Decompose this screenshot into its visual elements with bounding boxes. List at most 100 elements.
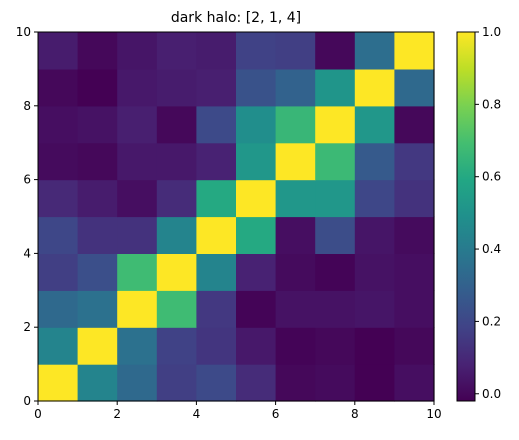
heatmap-cell (236, 105, 277, 144)
heatmap-cell (275, 142, 316, 181)
x-tick-label: 4 (193, 407, 201, 421)
heatmap-cell (196, 179, 237, 218)
heatmap-cell (394, 179, 435, 218)
y-tick-label: 4 (23, 246, 31, 260)
heatmap-cell (236, 142, 277, 181)
y-tick-label: 6 (23, 173, 31, 187)
y-tick-label: 0 (23, 394, 31, 408)
x-tick-label: 10 (426, 407, 441, 421)
heatmap-cell (77, 142, 118, 181)
heatmap-cell (196, 216, 237, 254)
heatmap-cell (196, 142, 237, 181)
heatmap-cell (394, 364, 435, 402)
heatmap-cell (196, 253, 237, 291)
heatmap-cell (315, 179, 356, 218)
heatmap-cell (275, 327, 316, 365)
heatmap-cell (394, 216, 435, 254)
heatmap-cell (236, 327, 277, 365)
heatmap-cell (38, 253, 79, 291)
heatmap-cell (156, 105, 197, 144)
colorbar-tick-label: 0.6 (482, 170, 501, 184)
heatmap-cell (354, 105, 395, 144)
heatmap-cell (275, 68, 316, 107)
heatmap-cell (156, 142, 197, 181)
heatmap-cell (354, 290, 395, 328)
heatmap-cell (156, 364, 197, 402)
heatmap-cell (38, 327, 79, 365)
heatmap-cells (38, 32, 435, 402)
colorbar-tick-label: 0.0 (482, 387, 501, 401)
heatmap-cell (354, 327, 395, 365)
heatmap-cell (354, 68, 395, 107)
colorbar-tick-label: 0.2 (482, 314, 501, 328)
heatmap-cell (117, 142, 158, 181)
heatmap-cell (196, 32, 237, 70)
heatmap-cell (315, 105, 356, 144)
y-tick-label: 2 (23, 320, 31, 334)
heatmap-cell (354, 32, 395, 70)
heatmap-cell (38, 105, 79, 144)
heatmap-cell (156, 253, 197, 291)
heatmap-cell (315, 327, 356, 365)
heatmap-cell (394, 290, 435, 328)
heatmap-cell (394, 253, 435, 291)
heatmap-cell (156, 216, 197, 254)
heatmap-cell (275, 105, 316, 144)
heatmap-cell (77, 216, 118, 254)
heatmap-cell (275, 253, 316, 291)
heatmap-cell (315, 290, 356, 328)
heatmap-cell (354, 179, 395, 218)
heatmap-cell (275, 179, 316, 218)
heatmap-cell (315, 216, 356, 254)
heatmap-cell (117, 327, 158, 365)
heatmap-cell (315, 364, 356, 402)
heatmap-cell (354, 142, 395, 181)
y-tick-label: 10 (16, 25, 31, 39)
heatmap-cell (394, 105, 435, 144)
heatmap-cell (196, 364, 237, 402)
heatmap-cell (156, 290, 197, 328)
colorbar-tick-label: 1.0 (482, 25, 501, 39)
heatmap-cell (315, 68, 356, 107)
heatmap-cell (38, 290, 79, 328)
heatmap-cell (156, 327, 197, 365)
heatmap-cell (394, 68, 435, 107)
y-tick-label: 8 (23, 99, 31, 113)
heatmap-cell (156, 32, 197, 70)
heatmap-cell (394, 142, 435, 181)
heatmap-cell (38, 364, 79, 402)
heatmap-cell (236, 179, 277, 218)
heatmap-cell (196, 105, 237, 144)
heatmap-cell (117, 290, 158, 328)
heatmap-cell (117, 105, 158, 144)
heatmap-cell (38, 216, 79, 254)
x-tick-label: 0 (34, 407, 42, 421)
heatmap-cell (38, 179, 79, 218)
heatmap-cell (77, 179, 118, 218)
heatmap-cell (354, 253, 395, 291)
x-tick-label: 6 (272, 407, 280, 421)
heatmap-cell (394, 327, 435, 365)
heatmap-cell (196, 290, 237, 328)
heatmap-cell (77, 253, 118, 291)
y-axis: 0 2 4 6 8 10 (16, 25, 38, 408)
heatmap-cell (275, 216, 316, 254)
heatmap-cell (315, 32, 356, 70)
heatmap-cell (236, 32, 277, 70)
heatmap-cell (275, 290, 316, 328)
heatmap-cell (38, 68, 79, 107)
heatmap-cell (77, 290, 118, 328)
heatmap-cell (275, 32, 316, 70)
heatmap-cell (77, 327, 118, 365)
heatmap-cell (236, 364, 277, 402)
heatmap-cell (117, 179, 158, 218)
heatmap-cell (394, 32, 435, 70)
heatmap-cell (236, 68, 277, 107)
heatmap-cell (236, 216, 277, 254)
heatmap-cell (354, 364, 395, 402)
colorbar-tick-label: 0.8 (482, 97, 501, 111)
plot-frame (37, 31, 435, 402)
x-axis: 0 2 4 6 8 10 (34, 401, 442, 421)
heatmap-cell (38, 142, 79, 181)
